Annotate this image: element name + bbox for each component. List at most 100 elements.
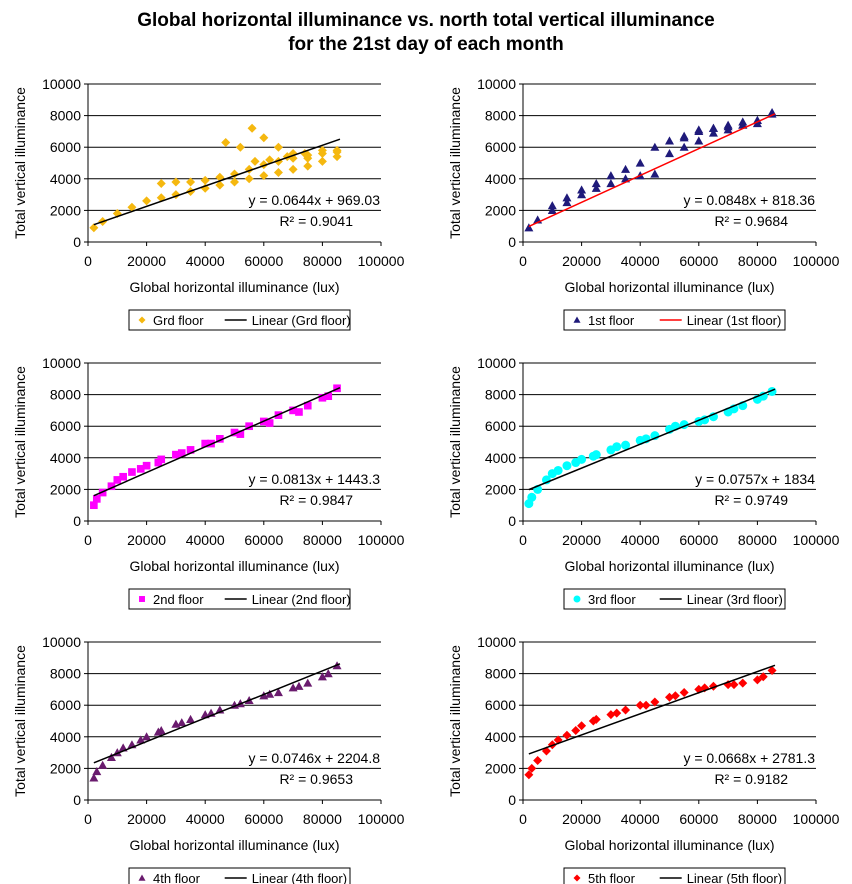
- data-point: [553, 465, 563, 475]
- data-point: [723, 122, 733, 131]
- data-point: [317, 672, 327, 681]
- trendline-equation: y = 0.0746x + 2204.8: [248, 750, 380, 766]
- data-point: [139, 596, 145, 602]
- data-point: [92, 495, 101, 503]
- data-point: [752, 675, 762, 685]
- y-tick-label: 6000: [485, 139, 516, 155]
- data-point: [708, 128, 718, 137]
- y-tick-label: 4000: [485, 171, 516, 187]
- y-tick-label: 8000: [485, 666, 516, 682]
- y-tick-label: 4000: [50, 450, 81, 466]
- y-tick-label: 10000: [477, 355, 516, 371]
- data-point: [324, 392, 333, 401]
- y-tick-label: 10000: [42, 76, 81, 92]
- x-tick-label: 80000: [738, 532, 777, 548]
- y-axis-label: Total vertical illuminance: [447, 645, 463, 797]
- data-point: [571, 458, 581, 468]
- y-tick-label: 10000: [477, 76, 516, 92]
- r-squared-label: R² = 0.9182: [714, 771, 788, 787]
- data-point: [265, 689, 275, 698]
- x-tick-label: 20000: [127, 811, 166, 827]
- data-point: [200, 175, 210, 185]
- r-squared-label: R² = 0.9749: [714, 492, 788, 508]
- data-point: [186, 177, 196, 187]
- y-tick-label: 4000: [485, 450, 516, 466]
- x-tick-label: 0: [84, 532, 92, 548]
- scatter-series: [524, 386, 777, 509]
- data-point: [216, 435, 224, 443]
- y-tick-label: 6000: [50, 418, 81, 434]
- y-tick-label: 2000: [50, 481, 81, 497]
- y-tick-label: 8000: [50, 108, 81, 124]
- trendline-equation: y = 0.0813x + 1443.3: [248, 471, 380, 487]
- data-point: [201, 439, 210, 448]
- legend-label-points: 2nd floor: [153, 592, 204, 607]
- x-tick-label: 40000: [621, 253, 660, 269]
- x-tick-label: 80000: [738, 253, 777, 269]
- legend-label-points: 4th floor: [153, 871, 201, 884]
- data-point: [106, 752, 116, 761]
- data-point: [303, 401, 312, 410]
- data-point: [247, 123, 257, 133]
- x-tick-label: 60000: [244, 253, 283, 269]
- data-point: [138, 316, 146, 324]
- data-point: [606, 179, 616, 188]
- x-tick-label: 20000: [562, 532, 601, 548]
- data-point: [665, 136, 674, 145]
- data-point: [679, 133, 689, 142]
- x-tick-label: 100000: [358, 532, 405, 548]
- legend-label-trendline: Linear (2nd floor): [252, 592, 351, 607]
- data-point: [573, 316, 581, 323]
- x-tick-label: 60000: [679, 811, 718, 827]
- data-point: [259, 171, 269, 181]
- data-point: [318, 393, 327, 402]
- data-point: [98, 760, 108, 769]
- trendline-equation: y = 0.0644x + 969.03: [248, 192, 380, 208]
- data-point: [107, 482, 116, 491]
- y-axis-label: Total vertical illuminance: [447, 87, 463, 239]
- x-axis-label: Global horizontal illuminance (lux): [129, 837, 339, 853]
- data-point: [694, 136, 704, 145]
- data-point: [265, 419, 274, 427]
- data-point: [524, 223, 534, 232]
- y-axis-label: Total vertical illuminance: [447, 366, 463, 518]
- data-point: [621, 705, 631, 715]
- x-tick-label: 100000: [358, 253, 405, 269]
- data-point: [573, 874, 581, 882]
- legend-label-trendline: Linear (Grd floor): [252, 313, 351, 328]
- data-point: [562, 198, 572, 207]
- data-point: [221, 137, 231, 147]
- y-tick-label: 6000: [50, 139, 81, 155]
- x-tick-label: 20000: [127, 532, 166, 548]
- data-point: [136, 465, 145, 473]
- data-point: [245, 422, 253, 431]
- data-point: [90, 501, 98, 510]
- data-point: [612, 442, 622, 452]
- data-point: [606, 171, 616, 180]
- legend-box: [563, 867, 786, 884]
- data-point: [573, 595, 581, 603]
- data-point: [562, 461, 572, 471]
- x-tick-label: 0: [519, 253, 527, 269]
- y-tick-label: 6000: [50, 697, 81, 713]
- data-point: [665, 149, 674, 158]
- data-point: [562, 730, 572, 740]
- data-point: [635, 158, 645, 167]
- legend-label-points: 3rd floor: [588, 592, 636, 607]
- x-tick-label: 80000: [303, 811, 342, 827]
- data-point: [571, 725, 581, 735]
- data-point: [259, 133, 269, 143]
- x-tick-label: 100000: [793, 811, 840, 827]
- y-tick-label: 8000: [485, 387, 516, 403]
- data-point: [758, 672, 768, 682]
- y-tick-label: 8000: [485, 108, 516, 124]
- y-tick-label: 0: [73, 792, 81, 808]
- data-point: [729, 680, 739, 690]
- data-point: [679, 142, 689, 151]
- data-point: [332, 152, 342, 162]
- data-point: [127, 202, 137, 212]
- r-squared-label: R² = 0.9653: [279, 771, 353, 787]
